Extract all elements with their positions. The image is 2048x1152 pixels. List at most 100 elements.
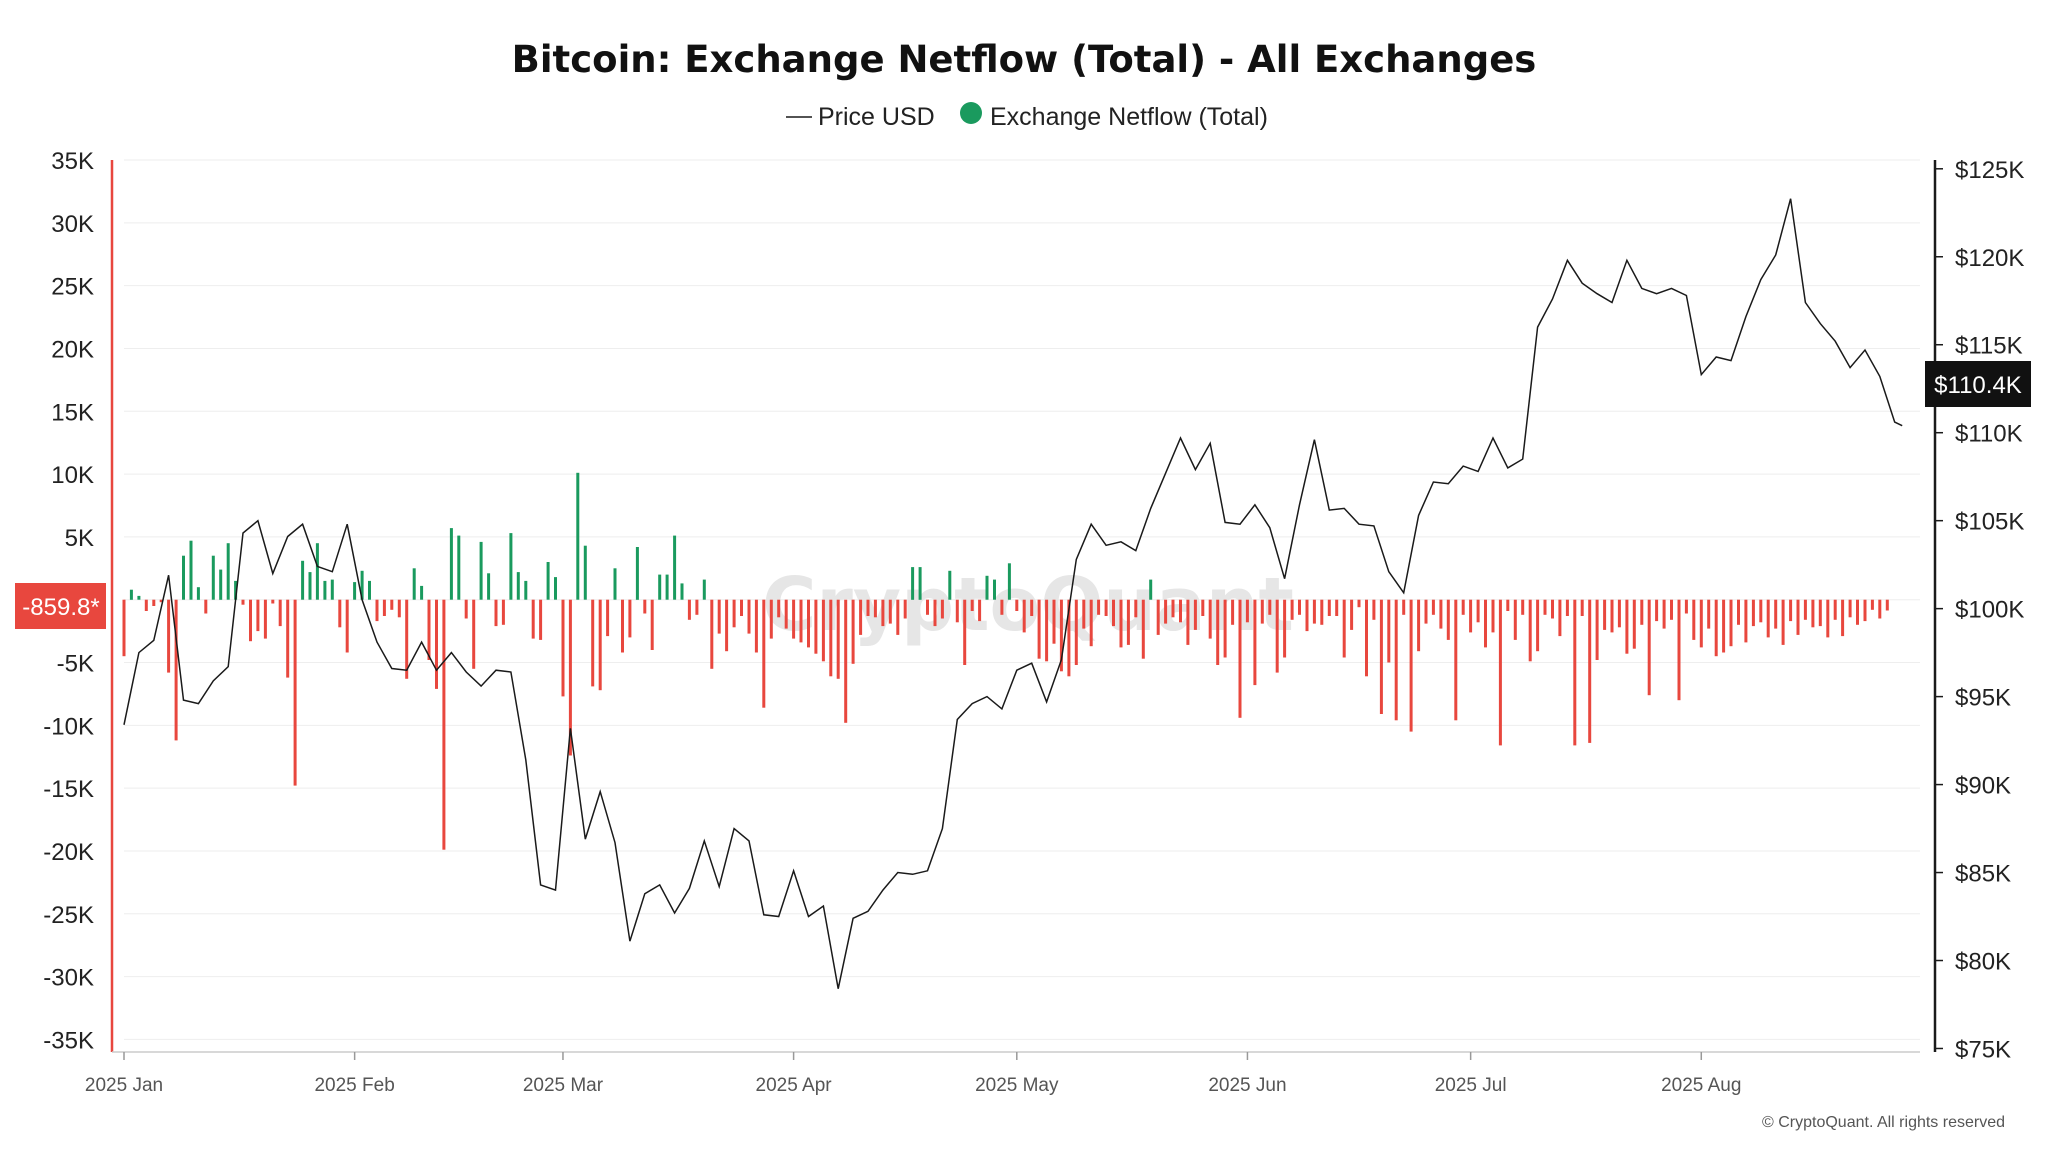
netflow-bar <box>710 599 714 669</box>
netflow-bar <box>1811 599 1815 628</box>
legend-label-price: Price USD <box>818 103 935 131</box>
netflow-bar <box>330 579 334 600</box>
netflow-bar <box>948 570 952 600</box>
netflow-bar <box>1885 599 1889 611</box>
netflow-bar <box>1655 599 1659 622</box>
right-tick-label: $90K <box>1955 773 2011 800</box>
netflow-bar <box>1089 599 1093 647</box>
netflow-bar <box>464 599 468 619</box>
netflow-bar <box>442 599 446 850</box>
netflow-bar <box>1290 599 1294 620</box>
netflow-bar <box>628 599 632 638</box>
left-tick-label: 20K <box>51 336 94 363</box>
netflow-bar <box>1536 599 1540 652</box>
netflow-bar <box>449 528 453 600</box>
netflow-bar <box>1409 599 1413 732</box>
price-line <box>123 198 1903 989</box>
netflow-bar <box>1074 599 1078 665</box>
netflow-bar <box>844 599 848 723</box>
right-tick-label: $75K <box>1955 1036 2011 1063</box>
netflow-bar <box>196 587 200 600</box>
right-tick-label: $95K <box>1955 685 2011 712</box>
netflow-bar <box>829 599 833 677</box>
netflow-bar <box>1156 599 1160 635</box>
netflow-bar <box>479 541 483 600</box>
left-tick-label: -5K <box>57 651 94 678</box>
netflow-bar <box>1737 599 1740 625</box>
left-tick-label: -35K <box>43 1027 94 1054</box>
current-price-badge: $110.4K <box>1925 361 2031 407</box>
netflow-bar <box>1439 599 1443 629</box>
netflow-bar <box>1781 599 1785 645</box>
x-tick-label: 2025 Jun <box>1208 1075 1286 1096</box>
netflow-bar <box>1595 599 1599 660</box>
netflow-bar <box>1699 599 1703 648</box>
netflow-bar <box>1015 599 1019 611</box>
netflow-bar <box>219 569 223 600</box>
netflow-bar <box>1126 599 1130 645</box>
netflow-bar <box>390 599 394 610</box>
x-axis-ticks: 2025 Jan 2025 Feb 2025 Mar 2025 Apr 2025 May… <box>85 1052 1741 1096</box>
netflow-bar <box>1863 599 1867 622</box>
legend-item-price[interactable]: Price USD <box>786 103 935 131</box>
netflow-bar <box>256 599 260 632</box>
netflow-bar <box>1818 599 1822 627</box>
netflow-bar <box>1751 599 1755 627</box>
netflow-bar <box>1052 599 1056 644</box>
current-price-value: $110.4K <box>1934 372 2022 399</box>
netflow-bar <box>368 580 371 600</box>
netflow-bar <box>152 599 156 606</box>
netflow-bar <box>799 599 803 643</box>
x-tick-label: 2025 Jul <box>1435 1075 1507 1096</box>
current-netflow-badge: -859.8* <box>15 583 106 629</box>
netflow-bar <box>405 599 409 679</box>
netflow-bar <box>1826 599 1830 638</box>
netflow-bar <box>859 599 863 635</box>
x-tick-label: 2025 Jan <box>85 1075 163 1096</box>
netflow-bar <box>1662 599 1666 629</box>
netflow-bar <box>1112 599 1115 627</box>
netflow-bar <box>1424 599 1428 624</box>
netflow-bar <box>137 595 141 600</box>
netflow-bar <box>658 574 662 600</box>
netflow-bar <box>993 579 996 600</box>
netflow-bar <box>286 599 290 678</box>
netflow-bar <box>1007 563 1011 600</box>
netflow-bar <box>635 547 639 600</box>
netflow-bar <box>323 580 327 600</box>
netflow-bar <box>1394 599 1398 721</box>
netflow-bar <box>985 575 989 600</box>
netflow-bar <box>1759 599 1763 623</box>
netflow-bar <box>234 580 238 600</box>
netflow-bar <box>1059 599 1063 672</box>
netflow-bar <box>1729 599 1733 647</box>
netflow-bar <box>821 599 825 662</box>
chart-title: Bitcoin: Exchange Netflow (Total) - All … <box>512 38 1537 81</box>
netflow-bar <box>836 599 840 679</box>
grid-lines <box>124 159 1920 1040</box>
netflow-bar <box>360 570 364 600</box>
netflow-bar <box>353 582 357 600</box>
netflow-bar <box>182 555 185 600</box>
legend-item-netflow[interactable]: Exchange Netflow (Total) <box>960 102 1268 131</box>
netflow-bar <box>1119 599 1123 648</box>
netflow-bar <box>918 567 922 600</box>
netflow-bar <box>1350 599 1354 630</box>
netflow-bar <box>1431 599 1435 615</box>
netflow-bar <box>301 560 305 600</box>
netflow-bar <box>613 568 617 600</box>
netflow-bar <box>1878 599 1882 619</box>
netflow-bar <box>1521 599 1525 615</box>
netflow-bar <box>412 568 416 600</box>
netflow-bar <box>1320 599 1324 625</box>
netflow-bar <box>420 585 424 600</box>
netflow-bar <box>621 599 624 653</box>
netflow-bar <box>702 579 706 600</box>
netflow-bar <box>1498 599 1502 746</box>
netflow-bar <box>784 599 788 629</box>
netflow-bar <box>1149 579 1153 600</box>
netflow-bar <box>1722 599 1726 653</box>
right-tick-label: $120K <box>1955 245 2024 272</box>
netflow-bar <box>1253 599 1257 686</box>
netflow-bar <box>1379 599 1383 714</box>
